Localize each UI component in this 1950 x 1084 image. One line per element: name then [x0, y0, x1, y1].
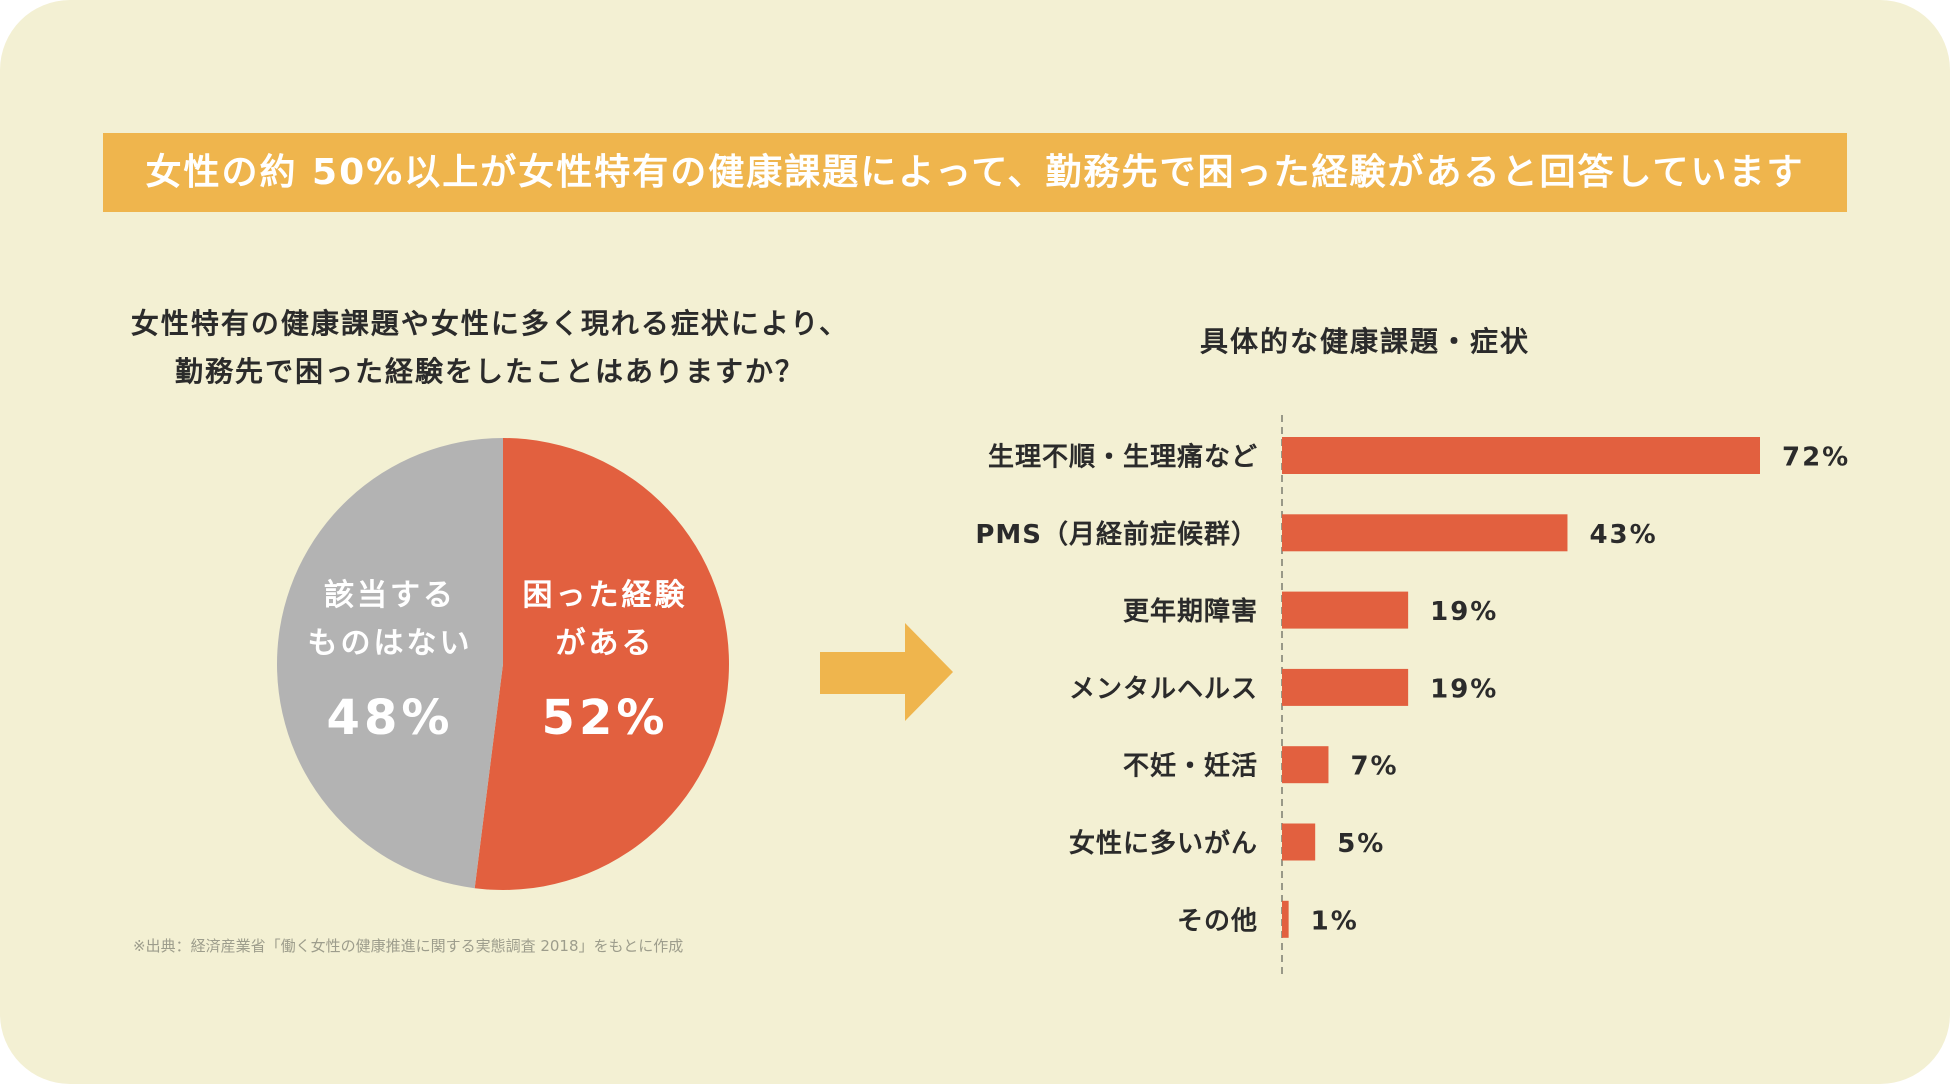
- bar-value-label-5: 5%: [1337, 829, 1385, 859]
- bar-value-label-4: 7%: [1350, 752, 1398, 782]
- arrow-shape: [820, 623, 953, 721]
- bar-5: [1282, 823, 1316, 861]
- pie-value-no: 48%: [326, 690, 454, 746]
- bar-value-label-0: 72%: [1782, 443, 1850, 473]
- bar-chart-title: 具体的な健康課題・症状: [1199, 325, 1530, 358]
- pie-label-yes-line-2: がある: [555, 626, 655, 661]
- bar-category-label-3: メンタルヘルス: [1069, 674, 1258, 704]
- pie-question-line-2: 勤務先で困った経験をしたことはありますか？: [174, 355, 805, 388]
- pie-label-yes-line-1: 困った経験: [522, 578, 688, 613]
- bar-4: [1282, 746, 1329, 784]
- bar-value-label-3: 19%: [1430, 674, 1498, 704]
- pie-label-no-line-1: 該当する: [324, 578, 456, 613]
- pie-label-yes: 困った経験 がある 52%: [480, 572, 730, 746]
- pie-label-no: 該当する ものはない 48%: [265, 572, 515, 746]
- bar-value-label-6: 1%: [1311, 906, 1359, 936]
- bar-2: [1282, 591, 1409, 629]
- bar-category-label-1: PMS（月経前症候群）: [975, 519, 1258, 550]
- bar-category-label-5: 女性に多いがん: [1069, 828, 1258, 859]
- bar-6: [1282, 900, 1289, 938]
- pie-slice-yes: [474, 438, 730, 890]
- pie-question-line-1: 女性特有の健康課題や女性に多く現れる症状により、: [130, 307, 850, 340]
- bar-category-label-6: その他: [1177, 906, 1258, 936]
- source-note: ※出典：経済産業省「働く女性の健康推進に関する実態調査 2018」をもとに作成: [133, 937, 684, 955]
- bar-category-label-0: 生理不順・生理痛など: [988, 442, 1258, 473]
- pie-slice-no: [277, 438, 503, 889]
- pie-value-yes: 52%: [541, 690, 669, 746]
- headline-banner: 女性の約 50%以上が女性特有の健康課題によって、勤務先で困った経験があると回答…: [103, 133, 1847, 212]
- bar-3: [1282, 668, 1409, 706]
- bar-1: [1282, 514, 1568, 552]
- bar-category-label-2: 更年期障害: [1123, 596, 1258, 627]
- pie-label-no-line-2: ものはない: [307, 626, 473, 661]
- bar-category-label-4: 不妊・妊活: [1123, 752, 1258, 782]
- bar-value-label-2: 19%: [1430, 597, 1498, 627]
- bar-0: [1282, 437, 1760, 474]
- pie-question: 女性特有の健康課題や女性に多く現れる症状により、 勤務先で困った経験をしたことは…: [90, 300, 890, 396]
- bar-value-label-1: 43%: [1589, 520, 1657, 550]
